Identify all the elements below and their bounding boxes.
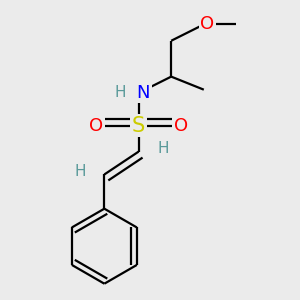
Text: N: N [137, 84, 150, 102]
Text: H: H [115, 85, 126, 100]
Text: O: O [200, 16, 214, 34]
Text: O: O [174, 116, 188, 134]
Text: H: H [74, 164, 85, 179]
Text: O: O [89, 116, 103, 134]
Text: H: H [157, 141, 169, 156]
Text: S: S [132, 116, 145, 136]
